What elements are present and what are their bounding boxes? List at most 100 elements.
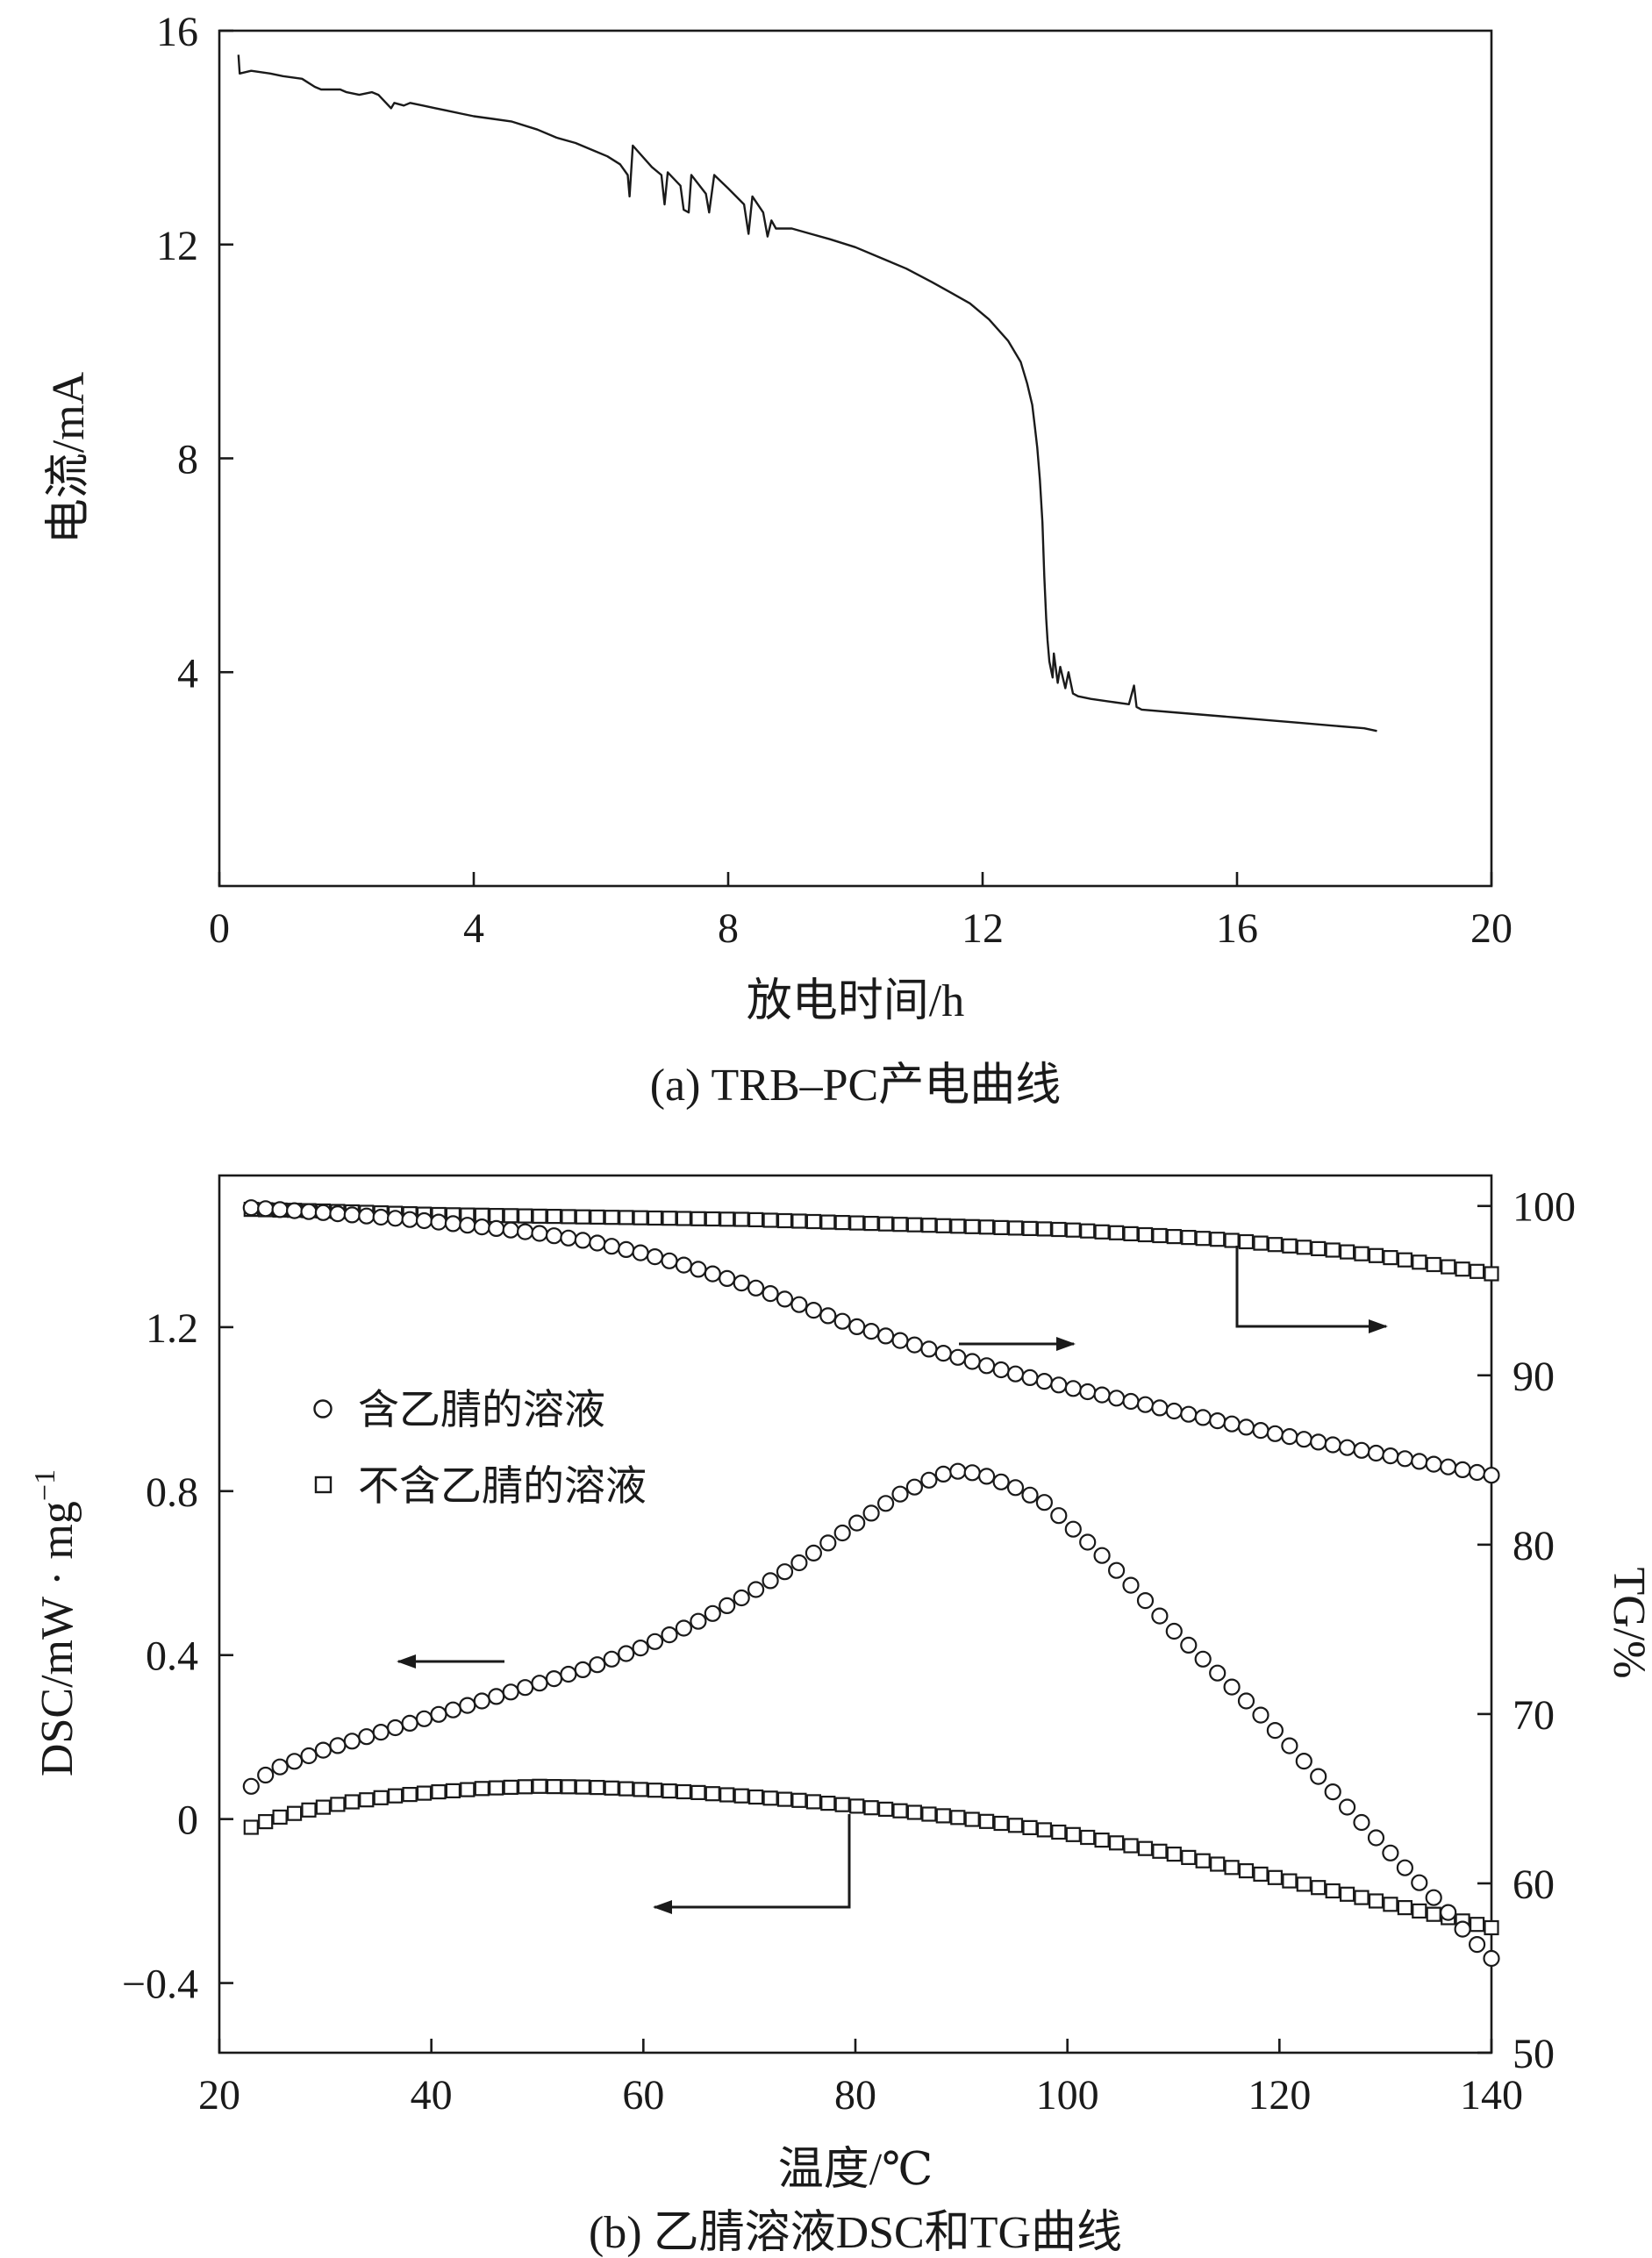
chart-b-figure: 20 40 60 80 100 120 140 1.2 0.8 0.4 0 −0.4 100 90 80 70…	[29, 1174, 1652, 2258]
data-point-marker	[1122, 1576, 1140, 1594]
data-point-marker	[906, 1217, 923, 1233]
data-point-marker	[834, 1797, 850, 1812]
data-point-marker	[633, 1210, 648, 1225]
data-point-marker	[833, 1524, 851, 1542]
data-point-marker	[848, 1514, 866, 1532]
data-point-marker	[1368, 1893, 1384, 1909]
data-point-marker	[1050, 1376, 1068, 1394]
data-point-marker	[560, 1229, 577, 1247]
y-tick-left-label-b: 0.8	[146, 1469, 198, 1516]
data-point-marker	[1166, 1846, 1182, 1862]
data-point-marker	[819, 1307, 837, 1325]
data-point-marker	[1094, 1832, 1110, 1848]
data-point-marker	[977, 1468, 996, 1485]
y-tick-label-a: 4	[177, 650, 198, 697]
data-point-marker	[1367, 1829, 1385, 1847]
data-point-marker	[661, 1626, 678, 1644]
data-point-marker	[862, 1504, 880, 1522]
data-point-marker	[862, 1323, 880, 1340]
data-point-marker	[1237, 1418, 1255, 1436]
data-point-marker	[820, 1795, 836, 1811]
data-point-marker	[618, 1645, 635, 1662]
series-1-circle	[242, 1199, 1500, 1484]
data-point-marker	[704, 1786, 720, 1802]
x-tick-label-b: 40	[411, 2072, 453, 2119]
data-point-marker	[1267, 1869, 1284, 1885]
x-tick-label-a: 8	[718, 905, 739, 952]
data-point-marker	[791, 1792, 807, 1808]
data-point-marker	[1123, 1225, 1139, 1242]
data-point-marker	[935, 1218, 951, 1233]
y-tick-label-a: 16	[156, 9, 198, 55]
data-point-marker	[242, 1199, 260, 1217]
data-point-marker	[1455, 1261, 1470, 1277]
data-point-marker	[516, 1223, 534, 1240]
data-point-marker	[315, 1799, 331, 1815]
y-tick-right-label-b: 70	[1513, 1692, 1555, 1739]
data-point-marker	[934, 1345, 952, 1362]
data-point-marker	[589, 1234, 606, 1252]
data-point-marker	[1253, 1235, 1269, 1251]
data-point-marker	[242, 1777, 260, 1795]
data-point-marker	[1093, 1386, 1111, 1404]
data-point-marker	[300, 1203, 318, 1220]
data-point-marker	[329, 1204, 347, 1223]
data-point-marker	[1296, 1876, 1312, 1892]
data-point-marker	[762, 1212, 778, 1228]
data-point-marker	[747, 1581, 765, 1598]
data-point-marker	[849, 1798, 865, 1814]
tg-square-axis-arrow	[1235, 1246, 1386, 1328]
data-point-marker	[776, 1563, 794, 1581]
data-point-marker	[271, 1201, 289, 1218]
data-point-marker	[921, 1806, 937, 1822]
data-point-marker	[920, 1471, 938, 1489]
data-point-marker	[1238, 1862, 1255, 1879]
data-point-marker	[675, 1619, 693, 1637]
data-point-marker	[1166, 1228, 1182, 1245]
data-point-marker	[358, 1728, 375, 1746]
data-point-marker	[921, 1218, 937, 1233]
data-point-marker	[1136, 1396, 1155, 1413]
data-point-marker	[1266, 1721, 1284, 1740]
legend-circle-marker-icon	[313, 1399, 333, 1418]
data-point-marker	[1396, 1859, 1414, 1876]
data-point-marker	[690, 1784, 706, 1801]
data-point-marker	[833, 1312, 851, 1330]
data-point-marker	[1065, 1826, 1081, 1842]
data-point-marker	[863, 1215, 879, 1232]
data-point-marker	[431, 1783, 447, 1800]
data-point-marker	[776, 1290, 794, 1308]
data-point-marker	[1137, 1840, 1154, 1856]
data-point-marker	[719, 1211, 735, 1227]
data-point-marker	[1484, 1266, 1499, 1282]
current-curve	[237, 54, 1377, 732]
data-point-marker	[1382, 1844, 1399, 1861]
data-point-marker	[977, 1357, 996, 1375]
x-tick-label-a: 4	[463, 905, 484, 952]
data-point-marker	[314, 1741, 332, 1759]
y-tick-label-a: 12	[156, 223, 198, 269]
data-point-marker	[1209, 1412, 1226, 1430]
x-tick-label-a: 16	[1216, 905, 1258, 952]
data-point-marker	[1311, 1880, 1327, 1896]
data-point-marker	[1412, 1903, 1427, 1919]
data-point-marker	[762, 1790, 778, 1806]
data-point-marker	[1006, 1479, 1025, 1497]
data-point-marker	[1484, 1919, 1499, 1936]
data-point-marker	[1354, 1246, 1370, 1261]
data-point-marker	[1006, 1365, 1025, 1383]
data-point-marker	[488, 1688, 505, 1705]
data-point-marker	[776, 1212, 793, 1229]
data-point-marker	[1282, 1873, 1298, 1889]
data-point-marker	[430, 1213, 447, 1231]
x-axis-label-b: 温度/℃	[778, 2145, 933, 2195]
data-point-marker	[1282, 1238, 1298, 1254]
data-point-marker	[561, 1209, 576, 1225]
data-point-marker	[733, 1788, 749, 1804]
data-point-marker	[863, 1800, 879, 1816]
data-point-marker	[603, 1650, 620, 1668]
data-point-marker	[646, 1248, 664, 1266]
data-point-marker	[372, 1723, 390, 1741]
data-point-marker	[1252, 1706, 1269, 1724]
data-point-marker	[1267, 1237, 1284, 1253]
